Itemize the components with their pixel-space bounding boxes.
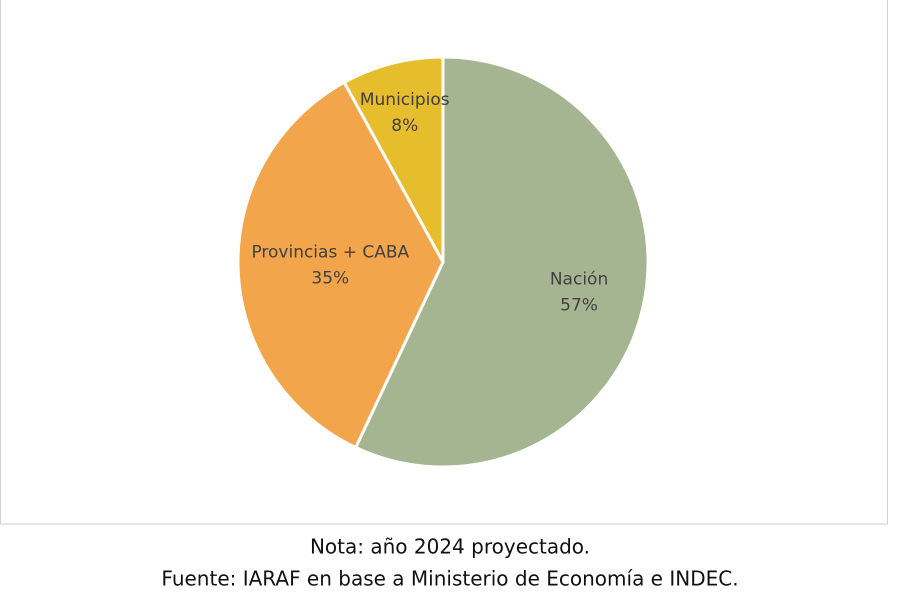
pie-slice	[236, 80, 445, 450]
slice-value-label: 35%	[311, 269, 349, 289]
slice-label: Provincias + CABA	[251, 243, 409, 263]
slice-value-label: 8%	[391, 116, 418, 136]
pie-slice	[353, 55, 650, 469]
slice-value-label: 57%	[560, 295, 598, 315]
source: Fuente: IARAF en base a Ministerio de Ec…	[161, 567, 738, 591]
note: Nota: año 2024 proyectado.	[310, 535, 590, 559]
slice-label: Nación	[550, 269, 608, 289]
slice-label: Municipios	[360, 90, 450, 110]
pie-slice	[342, 55, 445, 263]
